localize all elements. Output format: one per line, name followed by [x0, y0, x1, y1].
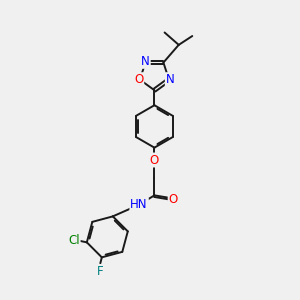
Text: HN: HN [130, 198, 148, 211]
Text: N: N [141, 55, 150, 68]
Text: O: O [169, 193, 178, 206]
Text: Cl: Cl [68, 234, 80, 248]
Text: F: F [97, 265, 104, 278]
Text: N: N [166, 73, 175, 86]
Text: O: O [150, 154, 159, 166]
Text: O: O [134, 73, 143, 86]
